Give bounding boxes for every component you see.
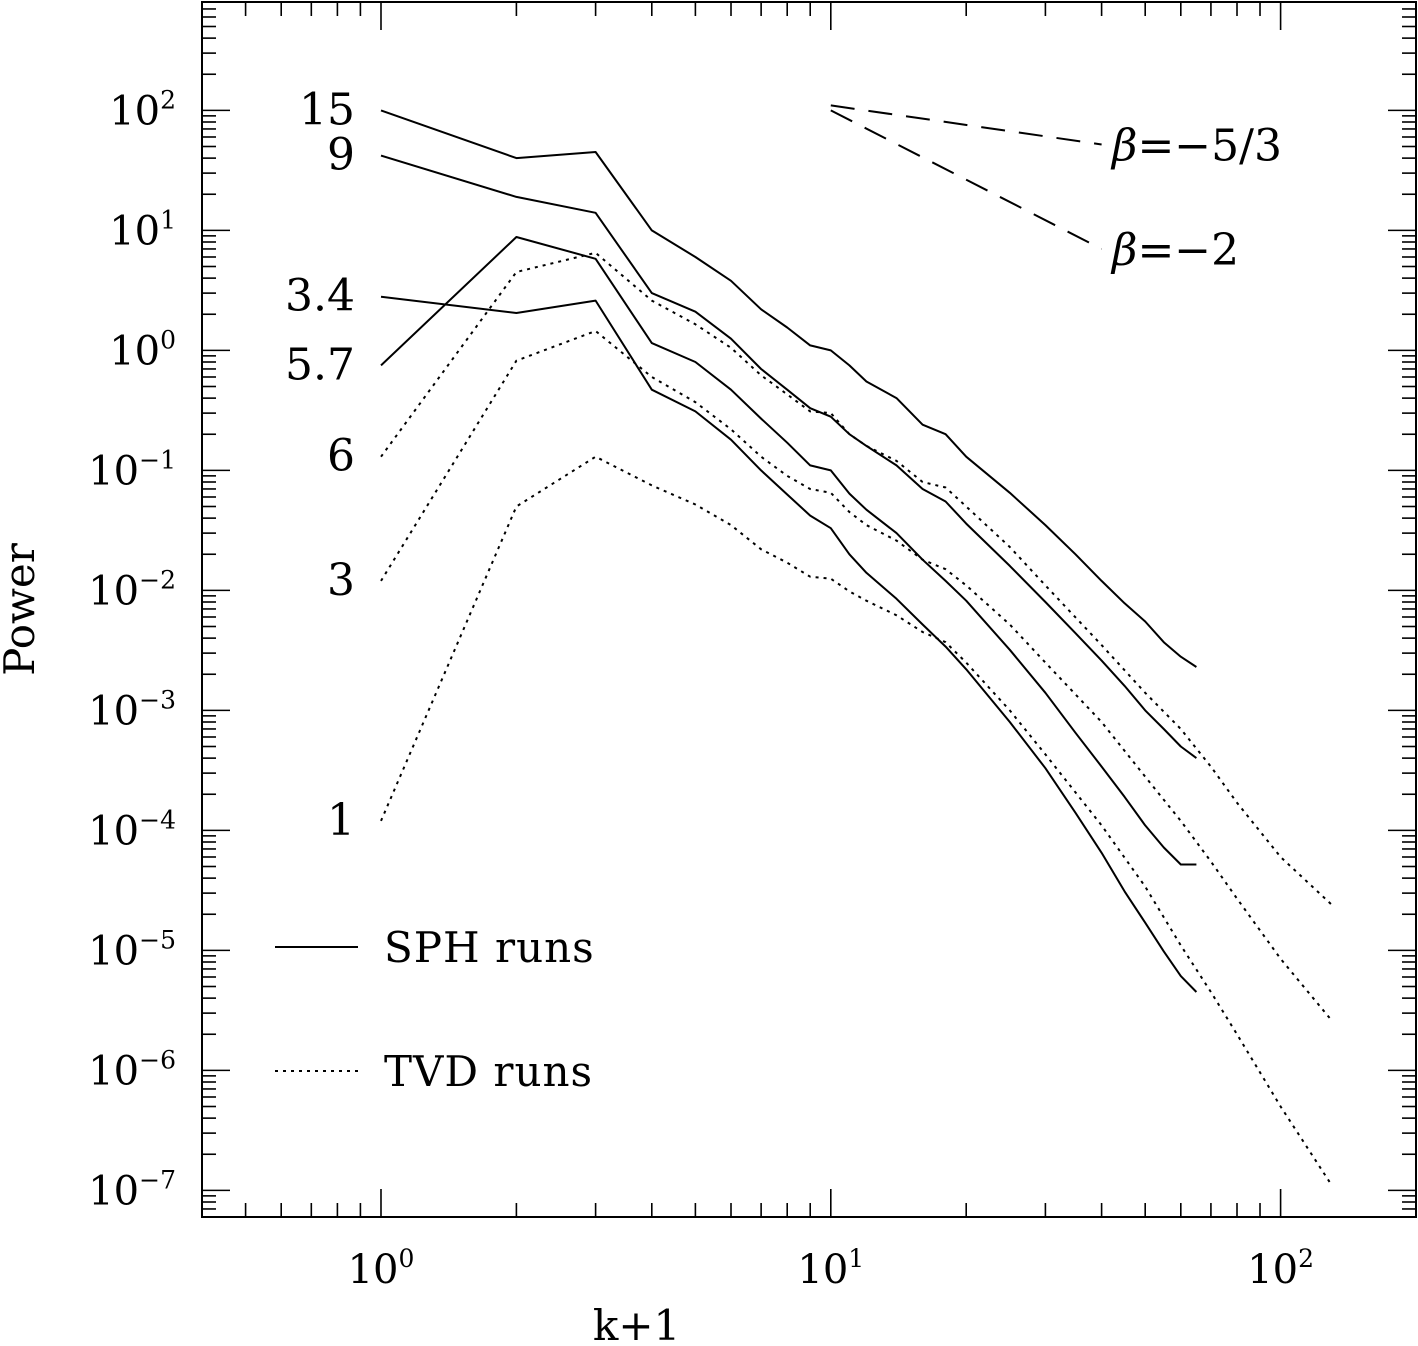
- tick-labels-layer: 100 101 102 102 101 100 10−1 10−2 10−3 10−4 10−5 10…: [88, 85, 1314, 1293]
- series-label: 1: [327, 795, 355, 846]
- reference-slope-line: [830, 109, 1103, 250]
- x-tick-label: 101: [797, 1244, 864, 1293]
- reference-slope-line: [830, 104, 1102, 146]
- series-line-sph-15: [380, 109, 1197, 668]
- ticks-layer: [201, 1, 1417, 1218]
- series-line-tvd-1: [380, 455, 1333, 1186]
- series-label: 15: [299, 84, 355, 135]
- y-tick-label: 10−3: [88, 685, 176, 734]
- series-line-sph-5-7: [380, 236, 1197, 866]
- reference-layer: β=−5/3 β=−2: [830, 104, 1282, 276]
- series-layer: [380, 109, 1333, 1186]
- y-tick-label: 10−6: [88, 1045, 176, 1094]
- series-label: 3.4: [285, 271, 355, 322]
- y-axis-title: Power: [0, 542, 44, 676]
- series-label: 6: [327, 431, 355, 482]
- series-line-sph-3-4: [380, 295, 1198, 993]
- series-label: 9: [327, 130, 355, 181]
- y-tick-label: 10−4: [88, 805, 176, 854]
- legend-label: TVD runs: [384, 1047, 593, 1096]
- y-tick-label: 10−5: [88, 925, 176, 974]
- plot-frame: [201, 1, 1417, 1218]
- series-line-tvd-3: [380, 330, 1333, 1022]
- y-tick-label: 10−2: [88, 565, 176, 614]
- legend-label: SPH runs: [384, 923, 595, 972]
- series-line-tvd-6: [380, 251, 1333, 906]
- x-axis-title: k+1: [593, 1301, 680, 1346]
- y-tick-label: 10−7: [88, 1165, 176, 1214]
- reference-slope-label: β=−2: [1110, 225, 1239, 276]
- series-label: 3: [327, 555, 355, 606]
- y-tick-label: 10−1: [88, 445, 176, 494]
- series-label: 5.7: [285, 339, 355, 390]
- y-tick-label: 100: [109, 325, 176, 374]
- y-tick-label: 102: [109, 85, 176, 134]
- y-tick-label: 101: [109, 205, 176, 254]
- reference-slope-label: β=−5/3: [1110, 120, 1282, 171]
- x-tick-label: 100: [348, 1244, 415, 1293]
- legend: SPH runs TVD runs: [275, 923, 595, 1096]
- series-labels-layer: 159 5.7 3.4 6 3 1: [285, 84, 355, 846]
- x-tick-label: 102: [1247, 1244, 1314, 1293]
- series-line-sph-9: [380, 154, 1197, 759]
